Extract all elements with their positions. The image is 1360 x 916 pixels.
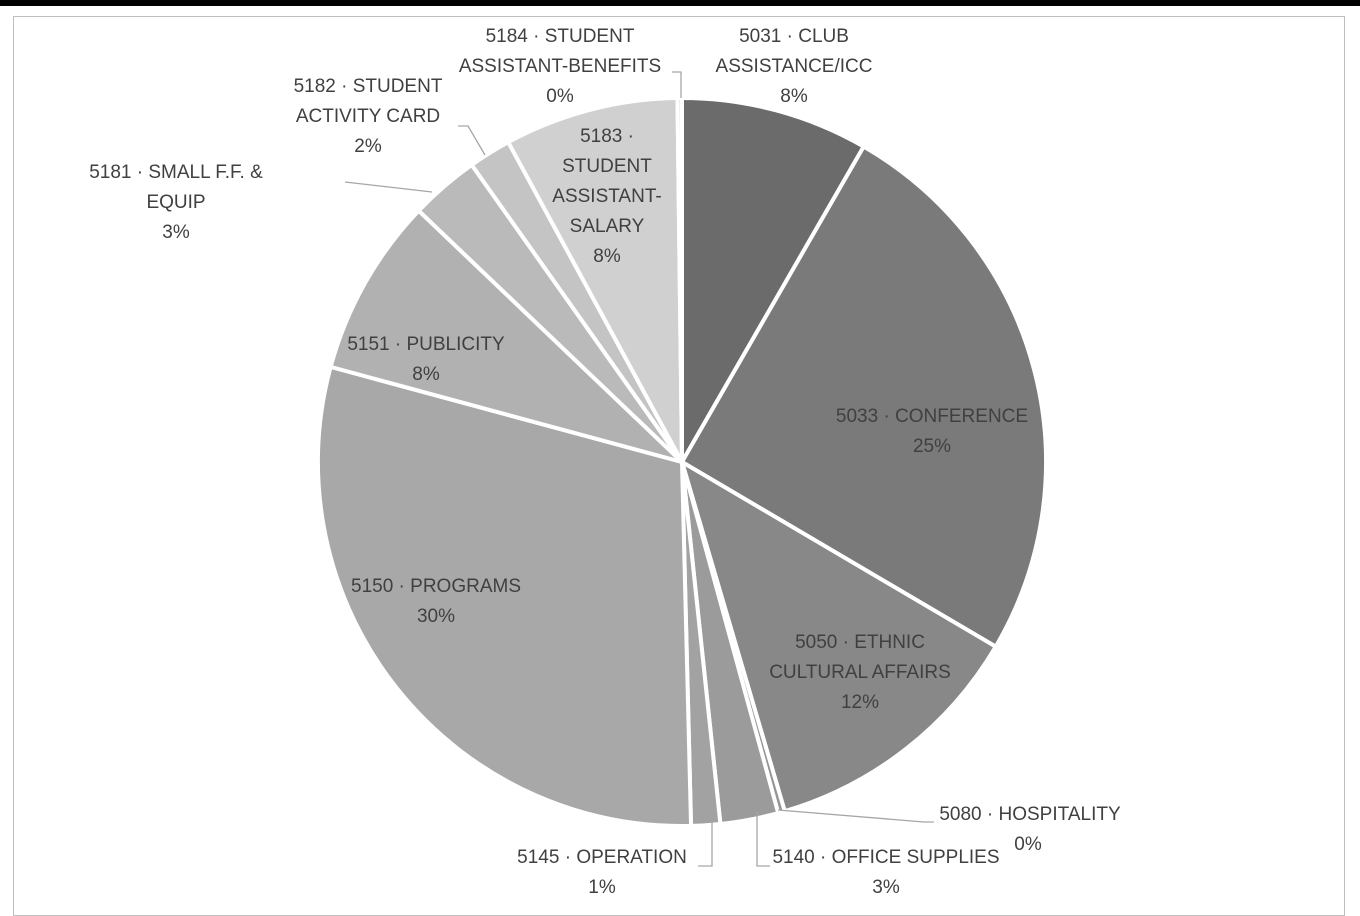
slice-label: 5151 · PUBLICITY 8% xyxy=(347,334,505,385)
slice-label: 5031 · CLUB ASSISTANCE/ICC 8% xyxy=(716,26,873,107)
pie-slice xyxy=(506,96,684,464)
pie-slice xyxy=(328,208,684,464)
leader-line xyxy=(698,822,713,867)
pie-slices xyxy=(316,96,1048,828)
pie-slice xyxy=(675,96,684,464)
leader-line xyxy=(777,809,934,823)
slice-label: 5145 · OPERATION 1% xyxy=(517,847,687,898)
slice-label: 5050 · ETHNIC CULTURAL AFFAIRS 12% xyxy=(769,632,951,713)
slice-label: 5181 · SMALL F.F. & EQUIP 3% xyxy=(89,162,263,243)
top-border xyxy=(0,0,1360,6)
pie-slice xyxy=(680,144,1048,649)
leader-lines xyxy=(344,71,934,867)
pie-slice xyxy=(680,96,866,464)
slice-label: 5182 · STUDENT ACTIVITY CARD 2% xyxy=(294,76,443,157)
slice-label: 5033 · CONFERENCE 25% xyxy=(836,406,1028,457)
slice-labels: 5031 · CLUB ASSISTANCE/ICC 8% 5033 · CONFER… xyxy=(89,26,1121,898)
leader-line xyxy=(672,71,682,98)
slice-label: 5183 · STUDENT ASSISTANT-SALARY 8% xyxy=(552,126,661,267)
slice-label: 5080 · HOSPITALITY 0% xyxy=(939,804,1121,855)
leader-line xyxy=(344,181,433,193)
slice-label: 5150 · PROGRAMS 30% xyxy=(351,576,521,627)
leader-line xyxy=(756,812,770,867)
slice-label: 5184 · STUDENT ASSISTANT-BENEFITS 0% xyxy=(459,26,661,107)
leader-line xyxy=(458,125,486,156)
slice-label: 5140 · OFFICE SUPPLIES 3% xyxy=(772,847,999,898)
pie-slice xyxy=(316,364,694,828)
